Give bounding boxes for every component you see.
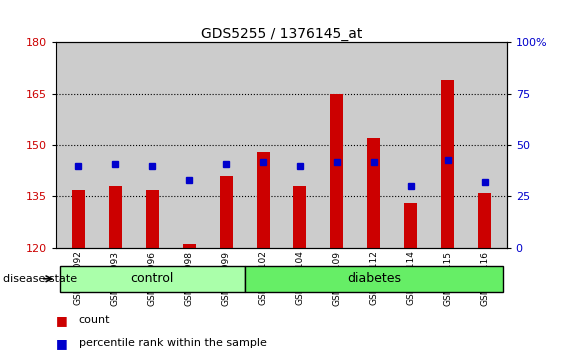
Text: ■: ■ xyxy=(56,314,68,327)
Bar xyxy=(244,266,503,292)
Bar xyxy=(404,203,417,248)
Bar xyxy=(367,138,380,248)
Bar xyxy=(330,94,343,248)
Bar xyxy=(109,186,122,248)
Text: ■: ■ xyxy=(56,337,68,350)
Title: GDS5255 / 1376145_at: GDS5255 / 1376145_at xyxy=(201,28,362,41)
Bar xyxy=(146,190,159,248)
Text: diabetes: diabetes xyxy=(347,272,401,285)
Bar xyxy=(257,152,270,248)
Bar xyxy=(72,190,85,248)
Text: control: control xyxy=(131,272,174,285)
Text: count: count xyxy=(79,315,110,325)
Bar xyxy=(60,266,244,292)
Text: percentile rank within the sample: percentile rank within the sample xyxy=(79,338,267,348)
Bar xyxy=(441,80,454,248)
Bar xyxy=(183,244,196,248)
Bar xyxy=(293,186,306,248)
Bar xyxy=(478,193,491,248)
Text: disease state: disease state xyxy=(3,274,77,284)
Bar xyxy=(220,176,233,248)
